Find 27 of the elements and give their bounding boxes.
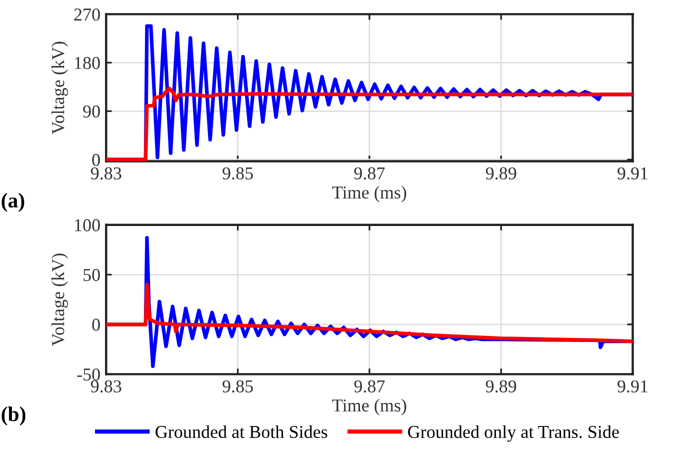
x-tick-label: 9.85	[222, 167, 253, 180]
legend-label: Grounded only at Trans. Side	[408, 425, 619, 442]
y-tick-label: 0	[92, 318, 100, 331]
y-tick-label: 270	[74, 8, 100, 21]
y-axis-title: Voltage (kV)	[52, 42, 68, 134]
y-tick-label: 100	[75, 219, 100, 232]
y-tick-label: 50	[84, 268, 100, 282]
line-series	[106, 282, 633, 344]
text: (a)	[2, 192, 24, 212]
x-axis-title: Time (ms)	[332, 186, 406, 202]
x-tick-label: 9.89	[486, 380, 516, 393]
y-tick-label: -50	[77, 368, 100, 381]
x-tick-label: 9.91	[618, 167, 648, 180]
x-tick-label: 9.83	[90, 167, 122, 180]
x-axis-title: Time (ms)	[332, 398, 406, 416]
x-tick-label: 9.91	[618, 380, 648, 393]
x-tick-label: 9.87	[354, 167, 385, 180]
y-tick-label: 180	[75, 56, 100, 70]
x-tick-label: 9.83	[90, 380, 122, 393]
y-tick-label: 0	[92, 154, 100, 166]
x-tick-label: 9.89	[486, 167, 516, 180]
legend-label: Grounded at Both Sides	[156, 425, 328, 438]
x-tick-label: 9.87	[354, 380, 385, 393]
text: (b)	[2, 406, 26, 426]
y-tick-label: 90	[83, 105, 100, 118]
x-tick-label: 9.85	[222, 380, 253, 393]
y-axis-title: Voltage (kV)	[52, 254, 68, 346]
